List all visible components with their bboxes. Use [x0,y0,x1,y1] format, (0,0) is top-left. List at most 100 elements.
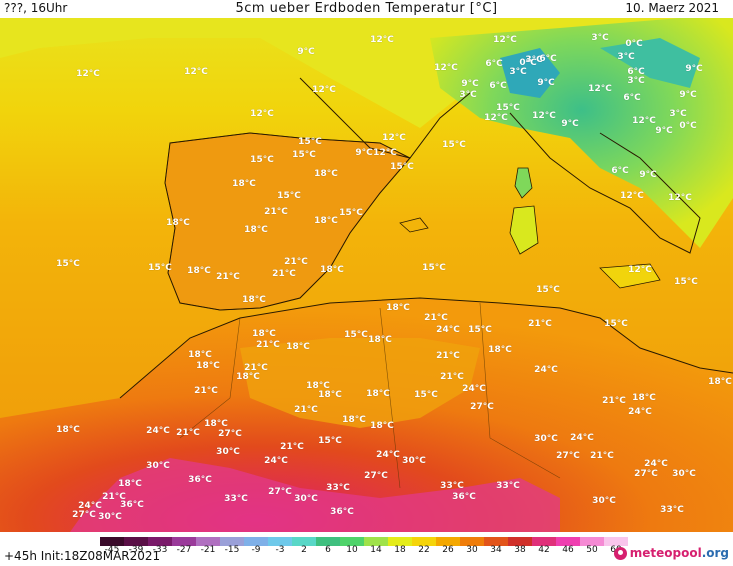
color-swatch [460,537,484,546]
temp-label: 0°C [679,121,697,131]
temp-label: 15°C [414,390,438,400]
temp-label: 12°C [184,67,208,77]
map-canvas [0,18,733,532]
color-swatch [244,537,268,546]
temp-label: 18°C [236,372,260,382]
color-swatch [316,537,340,546]
color-swatch [100,537,124,546]
france-coast [299,77,471,159]
temp-label: 21°C [284,257,308,267]
temp-label: 12°C [382,133,406,143]
color-swatch [292,537,316,546]
temp-label: 9°C [639,170,657,180]
temp-label: 18°C [286,342,310,352]
country-borders [179,302,561,489]
color-swatch [556,537,580,546]
atlas-area [240,338,480,428]
temp-label: 24°C [570,433,594,443]
temp-label: 27°C [218,429,242,439]
color-swatch [124,537,148,546]
scale-tick-label: -39 [128,545,144,555]
temp-label: 15°C [442,140,466,150]
alps-cold-core [500,48,560,98]
temp-label: 3°C [459,90,477,100]
color-swatch [364,537,388,546]
meteopool-logo-icon [613,546,627,560]
temp-label: 12°C [493,35,517,45]
temp-label: 3°C [617,52,635,62]
temp-label: 18°C [242,295,266,305]
corsica [514,167,533,199]
temp-label: 24°C [462,384,486,394]
temp-label: 12°C [668,193,692,203]
temp-label: 12°C [373,148,397,158]
temp-label: 12°C [76,69,100,79]
temp-label: 6°C [489,81,507,91]
scale-tick-label: 18 [394,545,406,555]
temp-label: 12°C [628,265,652,275]
temp-label: 3°C [525,55,543,65]
scale-tick-label: -3 [275,545,285,555]
temp-label: 21°C [216,272,240,282]
temp-label: 21°C [102,492,126,502]
temp-label: 21°C [440,372,464,382]
color-swatch [508,537,532,546]
temp-label: 24°C [146,426,170,436]
scale-tick-label: -45 [104,545,120,555]
temp-label: 9°C [297,47,315,57]
temp-label: 21°C [176,428,200,438]
brand-logo[interactable]: meteopool.org [613,546,729,560]
temp-label: 15°C [390,162,414,172]
temp-label: 12°C [632,116,656,126]
apennine-cold [600,38,700,88]
temp-label: 0°C [519,58,537,68]
temp-label: 15°C [344,330,368,340]
temp-label: 15°C [292,150,316,160]
temp-label: 12°C [312,85,336,95]
temp-label: 9°C [461,79,479,89]
temp-label: 18°C [368,335,392,345]
temp-label: 30°C [216,447,240,457]
temp-label: 18°C [187,266,211,276]
scale-tick-label: 42 [538,545,550,555]
temp-label: 18°C [244,225,268,235]
temp-label: 33°C [326,483,350,493]
temp-label: 21°C [424,313,448,323]
run-time-label: ???, 16Uhr [4,1,68,15]
temp-label: 18°C [370,421,394,431]
temp-label: 21°C [436,351,460,361]
temp-label: 21°C [194,386,218,396]
scale-tick-label: 50 [586,545,598,555]
valid-date: 10. Maerz 2021 [625,1,719,15]
color-swatch [340,537,364,546]
temp-label: 27°C [556,451,580,461]
temp-label: 33°C [660,505,684,515]
temp-label: 18°C [708,377,732,387]
temp-label: 18°C [188,350,212,360]
sicily [599,263,661,289]
temp-label: 24°C [264,456,288,466]
map-title: 5cm ueber Erdboden Temperatur [°C] [235,1,498,16]
temp-label: 12°C [588,84,612,94]
africa-coast [119,297,733,399]
temp-label: 21°C [280,442,304,452]
temp-label: 33°C [224,494,248,504]
temp-label: 18°C [320,265,344,275]
mallorca [399,217,429,233]
temp-label: 21°C [528,319,552,329]
temp-label: 15°C [148,263,172,273]
color-swatch [604,537,628,546]
scale-tick-label: -21 [200,545,216,555]
scale-tick-label: 6 [325,545,331,555]
scale-tick-label: 46 [562,545,574,555]
temp-label: 24°C [628,407,652,417]
temp-label: 15°C [604,319,628,329]
temp-label: 3°C [627,76,645,86]
scale-tick-label: -33 [152,545,168,555]
temp-label: 15°C [674,277,698,287]
temp-label: 12°C [484,113,508,123]
temp-label: 18°C [632,393,656,403]
color-swatch [172,537,196,546]
temp-label: 12°C [370,35,394,45]
temp-label: 6°C [485,59,503,69]
